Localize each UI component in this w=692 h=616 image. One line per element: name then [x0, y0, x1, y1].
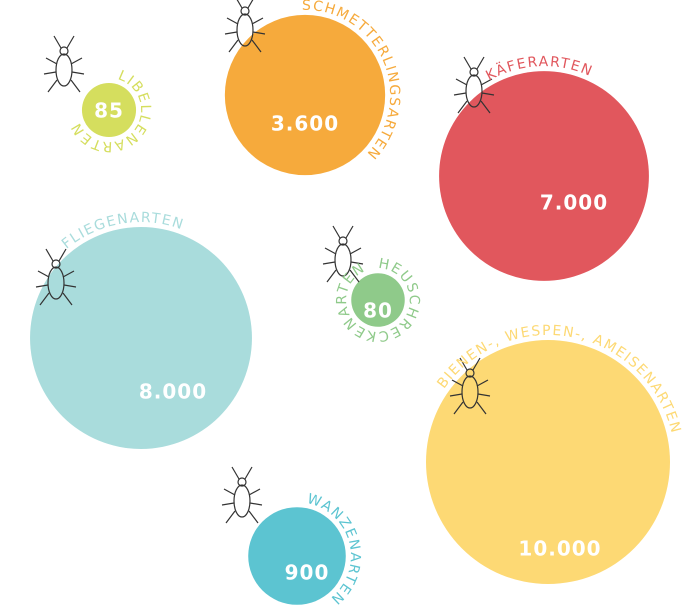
insect-icon: [44, 36, 84, 92]
value-label: 10.000: [518, 537, 601, 561]
chart: LIBELLENARTEN85SCHMETTERLINGSARTEN3.600K…: [0, 0, 692, 616]
value-label: 80: [363, 299, 393, 323]
value-label: 900: [285, 561, 330, 585]
bubble: [248, 507, 346, 605]
insect-icon: [222, 467, 262, 523]
value-label: 8.000: [139, 380, 207, 404]
value-label: 3.600: [271, 112, 339, 136]
value-label: 85: [94, 99, 124, 123]
bubble: [225, 15, 385, 175]
bubble: [439, 71, 649, 281]
value-label: 7.000: [540, 191, 608, 215]
bubble: [30, 227, 252, 449]
